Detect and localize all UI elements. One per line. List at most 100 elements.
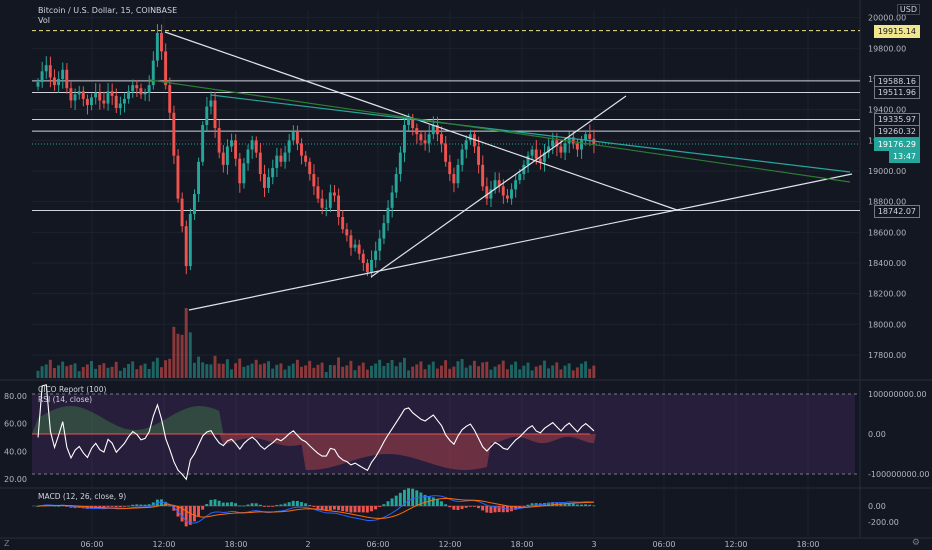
volume-bar	[452, 366, 456, 378]
macd-histogram-bar	[386, 501, 390, 506]
candle-body	[143, 92, 147, 95]
volume-bar	[357, 365, 361, 378]
candle-body	[48, 65, 52, 78]
candle-body	[267, 177, 271, 188]
macd-histogram-bar	[547, 502, 551, 506]
macd-histogram-bar	[353, 506, 357, 513]
volume-bar	[514, 361, 518, 378]
macd-histogram-bar	[287, 502, 291, 506]
volume-bar	[262, 363, 266, 378]
macd-histogram-bar	[320, 506, 324, 511]
macd-histogram-bar	[419, 492, 423, 506]
volume-bar	[328, 365, 332, 378]
candle-body	[489, 189, 493, 199]
volume-bar	[320, 362, 324, 378]
macd-histogram-bar	[213, 499, 217, 506]
volume-bar	[213, 355, 217, 378]
volume-bar	[559, 369, 563, 378]
volume-bar	[106, 367, 110, 378]
candle-body	[571, 137, 575, 144]
candle-body	[370, 259, 373, 273]
volume-bar	[77, 371, 81, 378]
volume-bar	[176, 333, 180, 378]
volume-bar	[127, 364, 131, 378]
volume-bar	[135, 369, 139, 378]
symbol-title[interactable]: Bitcoin / U.S. Dollar, 15, COINBASE	[38, 6, 178, 15]
macd-histogram-bar	[341, 506, 345, 512]
volume-bar	[337, 357, 341, 378]
candle-body	[168, 85, 172, 113]
macd-histogram-bar	[201, 506, 205, 510]
cico-tick-label: 100000000.00	[868, 390, 927, 399]
volume-bar	[353, 370, 357, 378]
rsi-label: RSI (14, close)	[38, 395, 93, 404]
candle-body	[176, 155, 180, 199]
macd-histogram-bar	[160, 499, 163, 506]
price-tag: 18742.07	[873, 204, 920, 218]
macd-histogram-bar	[559, 503, 563, 506]
volume-bar	[118, 370, 122, 378]
volume-bar	[551, 365, 555, 378]
macd-histogram-bar	[147, 504, 151, 506]
candle-body	[316, 186, 320, 199]
volume-bar	[291, 363, 295, 378]
volume-bar	[411, 366, 415, 378]
volume-bar	[44, 364, 48, 378]
macd-histogram-bar	[291, 500, 295, 506]
macd-histogram-bar	[382, 504, 386, 506]
volume-bar	[180, 334, 184, 378]
macd-histogram-bar	[271, 506, 275, 507]
volume-bar	[209, 364, 213, 378]
macd-histogram-bar	[118, 506, 122, 508]
candle-body	[230, 140, 233, 147]
volume-bar	[485, 361, 489, 378]
candle-body	[238, 158, 242, 184]
trendline	[210, 94, 851, 173]
candle-body	[44, 65, 48, 72]
candle-body	[510, 189, 513, 199]
cico-label: CICO Report (100)	[38, 385, 107, 394]
trendline	[370, 95, 627, 278]
candle-body	[90, 97, 93, 106]
volume-bar	[493, 366, 497, 378]
macd-histogram-bar	[57, 505, 61, 507]
macd-histogram-bar	[374, 506, 378, 510]
candle-body	[234, 140, 238, 159]
candle-body	[73, 94, 77, 101]
candle-body	[287, 140, 291, 153]
gear-icon[interactable]: ⚙	[911, 538, 920, 548]
macd-histogram-bar	[262, 506, 266, 507]
price-tag: 19511.96	[873, 86, 920, 100]
macd-histogram-bar	[242, 505, 246, 507]
candle-body	[57, 79, 61, 86]
trendline	[149, 79, 851, 183]
candle-body	[127, 91, 131, 99]
candle-body	[180, 198, 184, 227]
time-tick-label: 12:00	[152, 540, 175, 549]
volume-bar	[370, 365, 373, 378]
candle-body	[139, 88, 143, 95]
macd-histogram-bar	[316, 506, 320, 509]
macd-tick-label: 0.00	[868, 502, 886, 511]
vol-label: Vol	[38, 16, 50, 25]
volume-bar	[386, 363, 390, 378]
candle-body	[36, 82, 40, 87]
candle-body	[308, 161, 312, 175]
price-tick-label: 18200.00	[868, 290, 906, 299]
volume-bar	[444, 360, 448, 378]
volume-bar	[52, 368, 56, 378]
macd-histogram-bar	[151, 502, 155, 506]
volume-bar	[580, 363, 583, 378]
candle-body	[505, 195, 509, 199]
macd-histogram-bar	[526, 504, 530, 506]
macd-histogram-bar	[114, 506, 118, 508]
rsi-tick-label: 60.00	[4, 420, 27, 429]
candle-body	[407, 118, 411, 125]
macd-histogram-bar	[514, 506, 518, 510]
macd-label: MACD (12, 26, close, 9)	[38, 492, 127, 501]
volume-bar	[48, 359, 52, 378]
candle-body	[242, 163, 246, 184]
macd-histogram-bar	[407, 488, 411, 506]
macd-histogram-bar	[106, 506, 110, 507]
